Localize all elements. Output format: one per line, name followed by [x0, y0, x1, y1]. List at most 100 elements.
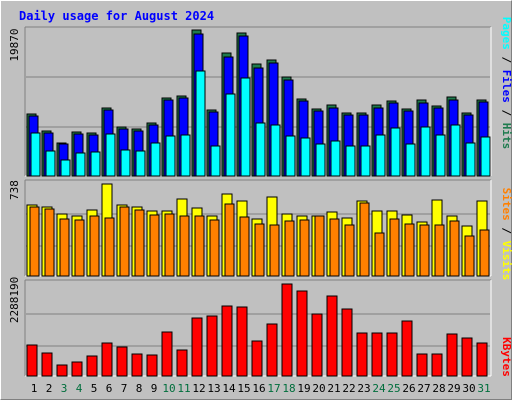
day-label-1: 1	[31, 382, 38, 395]
kbytes-bar-24	[371, 332, 383, 377]
kbytes-bar-5	[86, 355, 98, 377]
sites-bar-23	[359, 202, 370, 277]
pages-bar-22	[345, 145, 356, 177]
day-label-11: 11	[177, 382, 190, 395]
sites-bar-31	[479, 229, 490, 277]
day-label-30: 30	[462, 382, 475, 395]
sites-bar-7	[119, 206, 130, 277]
pages-bar-4	[75, 152, 86, 177]
sites-bar-3	[59, 218, 70, 277]
pages-bar-11	[180, 134, 191, 177]
kbytes-bar-25	[386, 332, 398, 377]
kbytes-bar-4	[71, 361, 83, 377]
pages-bar-26	[405, 143, 416, 177]
sites-bar-20	[314, 215, 325, 277]
sites-bar-15	[239, 216, 250, 277]
day-label-14: 14	[222, 382, 236, 395]
kbytes-bar-3	[56, 364, 68, 377]
day-label-20: 20	[312, 382, 325, 395]
pages-bar-3	[60, 159, 71, 177]
kbytes-bar-18	[281, 283, 293, 377]
pages-bar-15	[240, 77, 251, 177]
kbytes-bar-8	[131, 353, 143, 377]
sites-bar-17	[269, 224, 280, 277]
kbytes-bar-26	[401, 320, 413, 377]
legend-hits: Hits	[500, 123, 512, 150]
pages-bar-21	[330, 140, 341, 177]
day-label-3: 3	[61, 382, 68, 395]
kbytes-bar-14	[221, 305, 233, 377]
sites-bar-13	[209, 219, 220, 277]
pages-bar-25	[390, 127, 401, 177]
pages-bar-9	[150, 142, 161, 177]
sites-bar-1	[29, 206, 40, 277]
day-label-10: 10	[162, 382, 175, 395]
day-label-7: 7	[121, 382, 128, 395]
kbytes-bar-11	[176, 349, 188, 377]
pages-bar-17	[270, 124, 281, 177]
pages-bar-5	[90, 151, 101, 177]
sites-bar-29	[449, 220, 460, 277]
sites-bar-22	[344, 224, 355, 277]
day-label-18: 18	[282, 382, 295, 395]
day-label-21: 21	[327, 382, 340, 395]
pages-bar-12	[195, 70, 206, 177]
kbytes-bar-2	[41, 352, 53, 377]
sites-bar-14	[224, 203, 235, 277]
kbytes-bar-28	[431, 353, 443, 377]
pages-bar-8	[135, 150, 146, 177]
day-label-27: 27	[417, 382, 430, 395]
chart-title: Daily usage for August 2024	[19, 9, 214, 23]
pages-bar-13	[210, 145, 221, 177]
day-label-29: 29	[447, 382, 460, 395]
day-label-4: 4	[76, 382, 83, 395]
pages-bar-14	[225, 93, 236, 177]
day-label-31: 31	[477, 382, 490, 395]
day-label-5: 5	[91, 382, 98, 395]
kbytes-ymax-label: 2288190	[8, 277, 21, 323]
pages-bar-6	[105, 133, 116, 177]
pages-bar-18	[285, 135, 296, 177]
pages-bar-19	[300, 137, 311, 177]
sites-bar-9	[149, 214, 160, 277]
pages-bar-7	[120, 149, 131, 177]
kbytes-bar-16	[251, 340, 263, 377]
kbytes-bar-12	[191, 317, 203, 377]
day-label-16: 16	[252, 382, 265, 395]
pages-bar-27	[420, 126, 431, 177]
kbytes-bar-13	[206, 315, 218, 377]
day-labels: 1 2 3 4 5 6 7 8 9 10 11 12 13 14 15 16 17 18 19 20 21 22 23 24 2…	[31, 382, 491, 395]
day-label-2: 2	[46, 382, 53, 395]
visits-ymax-label: 738	[8, 180, 21, 200]
sites-bar-10	[164, 213, 175, 277]
sites-bar-11	[179, 215, 190, 277]
pages-bar-1	[30, 132, 41, 177]
kbytes-bar-15	[236, 306, 248, 377]
pages-bar-30	[465, 142, 476, 177]
sites-bar-19	[299, 219, 310, 277]
legend-files: Files	[500, 70, 512, 103]
legend-sep-2: /	[500, 103, 512, 123]
legend-sep-3: /	[500, 221, 512, 241]
kbytes-bar-30	[461, 337, 473, 377]
bars	[26, 29, 491, 377]
legend-kbytes: KBytes	[500, 337, 512, 377]
day-label-12: 12	[192, 382, 205, 395]
kbytes-bar-20	[311, 313, 323, 377]
pages-bar-23	[360, 145, 371, 177]
kbytes-legend: KBytes	[500, 337, 512, 377]
day-label-15: 15	[237, 382, 250, 395]
sites-bar-12	[194, 215, 205, 277]
sites-bar-4	[74, 219, 85, 277]
sites-bar-25	[389, 218, 400, 277]
visits-legend: Sites / Visits	[500, 188, 512, 281]
sites-bar-24	[374, 232, 385, 277]
sites-bar-6	[104, 217, 115, 277]
legend-sites: Sites	[500, 188, 512, 221]
day-label-23: 23	[357, 382, 370, 395]
hits-ymax-label: 19870	[8, 28, 21, 61]
day-label-6: 6	[106, 382, 113, 395]
day-label-19: 19	[297, 382, 310, 395]
pages-bar-31	[480, 136, 491, 177]
pages-bar-29	[450, 124, 461, 177]
